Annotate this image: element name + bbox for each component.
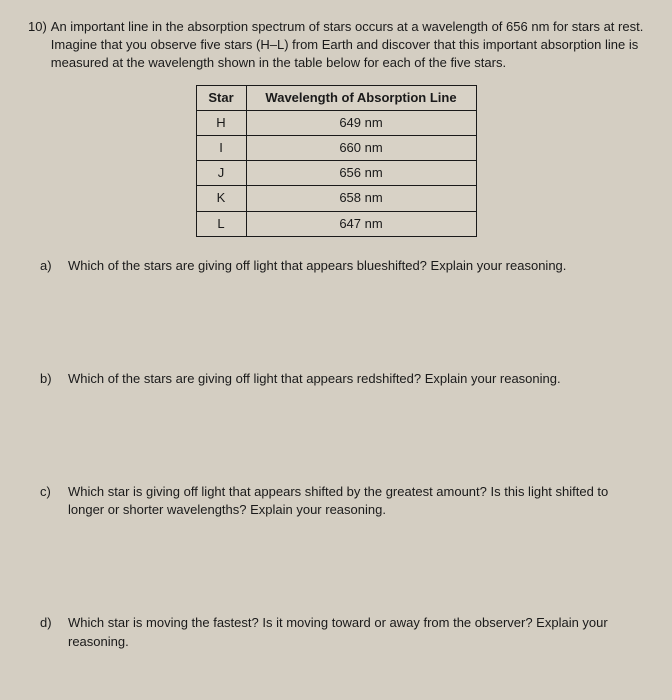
question-number: 10) bbox=[28, 18, 47, 73]
table-row: H 649 nm bbox=[196, 110, 476, 135]
table-cell: H bbox=[196, 110, 246, 135]
sub-label: b) bbox=[40, 370, 58, 388]
table-cell: 649 nm bbox=[246, 110, 476, 135]
sub-text: Which star is moving the fastest? Is it … bbox=[68, 614, 644, 650]
sub-text: Which star is giving off light that appe… bbox=[68, 483, 644, 519]
sub-label: c) bbox=[40, 483, 58, 519]
table-cell: 658 nm bbox=[246, 186, 476, 211]
table-cell: I bbox=[196, 135, 246, 160]
sub-label: d) bbox=[40, 614, 58, 650]
sub-question-d: d) Which star is moving the fastest? Is … bbox=[28, 614, 644, 650]
table-cell: L bbox=[196, 211, 246, 236]
table-row: L 647 nm bbox=[196, 211, 476, 236]
table-row: J 656 nm bbox=[196, 161, 476, 186]
wavelength-table: Star Wavelength of Absorption Line H 649… bbox=[196, 85, 477, 237]
table-header-row: Star Wavelength of Absorption Line bbox=[196, 85, 476, 110]
sub-text: Which of the stars are giving off light … bbox=[68, 370, 644, 388]
table-header: Star bbox=[196, 85, 246, 110]
table-cell: 656 nm bbox=[246, 161, 476, 186]
table-header: Wavelength of Absorption Line bbox=[246, 85, 476, 110]
table-wrapper: Star Wavelength of Absorption Line H 649… bbox=[28, 85, 644, 237]
table-cell: 660 nm bbox=[246, 135, 476, 160]
sub-question-a: a) Which of the stars are giving off lig… bbox=[28, 257, 644, 275]
question-text: An important line in the absorption spec… bbox=[51, 18, 644, 73]
table-cell: K bbox=[196, 186, 246, 211]
sub-label: a) bbox=[40, 257, 58, 275]
table-row: I 660 nm bbox=[196, 135, 476, 160]
table-row: K 658 nm bbox=[196, 186, 476, 211]
sub-question-c: c) Which star is giving off light that a… bbox=[28, 483, 644, 519]
sub-text: Which of the stars are giving off light … bbox=[68, 257, 644, 275]
table-cell: 647 nm bbox=[246, 211, 476, 236]
sub-question-b: b) Which of the stars are giving off lig… bbox=[28, 370, 644, 388]
table-cell: J bbox=[196, 161, 246, 186]
question-header: 10) An important line in the absorption … bbox=[28, 18, 644, 73]
